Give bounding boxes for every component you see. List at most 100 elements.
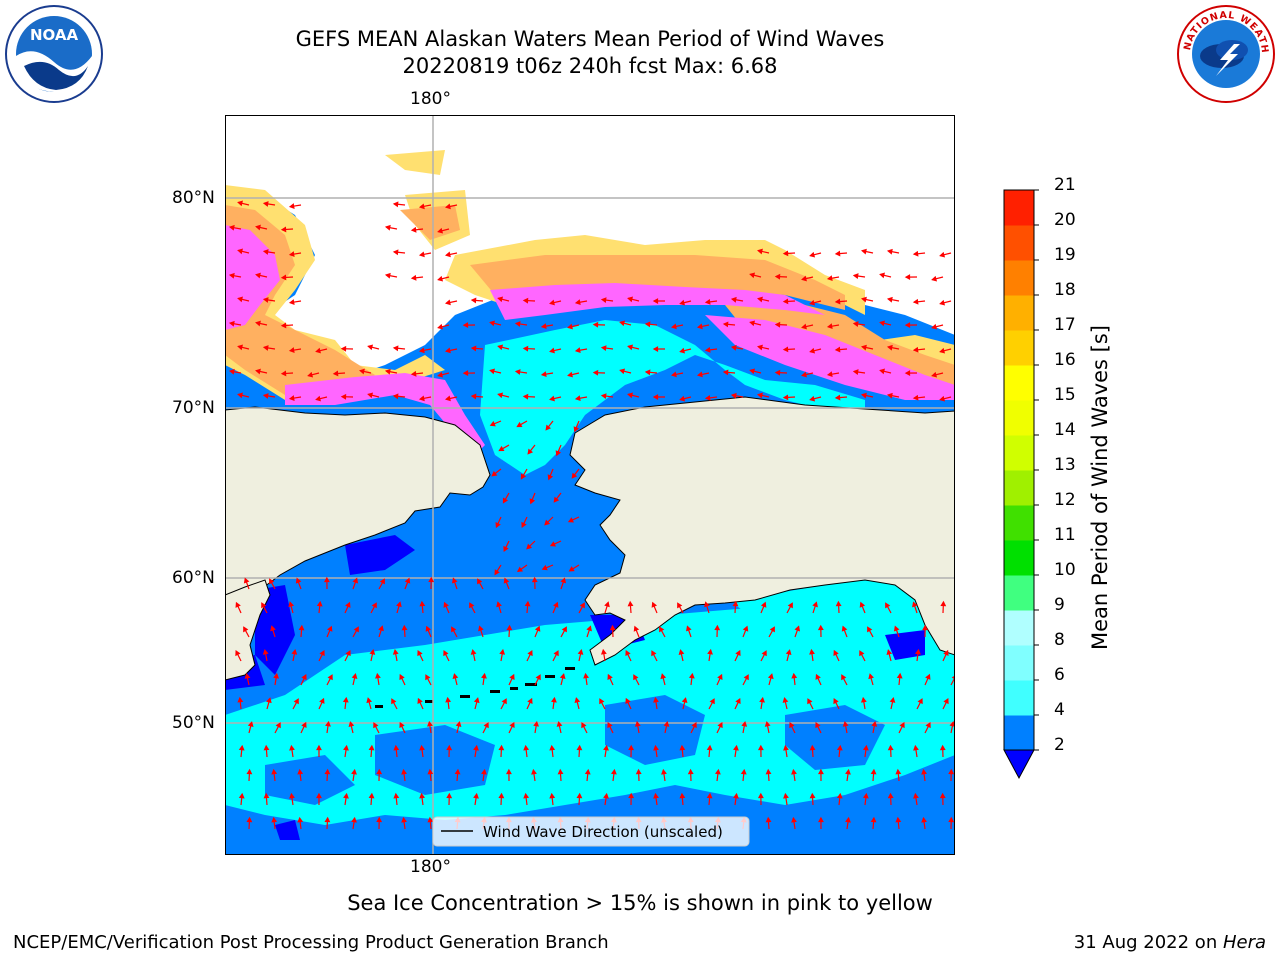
footer-machine: Hera — [1222, 932, 1266, 953]
wind-wave-arrowhead — [559, 673, 566, 680]
wind-wave-arrowhead — [679, 744, 686, 751]
wind-wave-arrowhead — [340, 345, 347, 352]
wave-period-2-4s-patches — [265, 695, 885, 805]
wind-wave-arrowhead — [494, 569, 500, 576]
wind-wave-arrowhead — [688, 672, 695, 679]
wind-wave-arrowhead — [535, 674, 541, 681]
wind-wave-arrowhead — [859, 650, 865, 657]
colorbar-band — [1004, 435, 1034, 471]
wind-wave-arrowhead — [801, 371, 807, 378]
wind-wave-arrowhead — [787, 602, 793, 609]
wind-wave-arrowhead — [324, 768, 331, 775]
wind-wave-arrowhead — [262, 201, 269, 207]
wind-wave-arrowhead — [437, 227, 444, 234]
wind-wave-arrowhead — [833, 697, 839, 705]
wind-wave-arrowhead — [809, 299, 816, 306]
wind-wave-arrowhead — [809, 792, 816, 799]
colorbar-band — [1004, 225, 1034, 261]
wind-wave-arrowhead — [939, 347, 946, 354]
wind-wave-arrowhead — [549, 792, 556, 799]
wind-wave-arrowhead — [579, 602, 585, 609]
wind-wave-arrowhead — [625, 649, 631, 657]
wind-wave-arrowhead — [399, 721, 405, 729]
wind-wave-arrowhead — [545, 424, 552, 431]
wind-wave-arrowhead — [288, 347, 295, 353]
wind-wave-arrowhead — [914, 648, 921, 655]
wind-wave-arrowhead — [496, 601, 502, 608]
wind-wave-arrowhead — [345, 650, 351, 657]
wind-wave-arrowhead — [757, 248, 763, 255]
wind-wave-arrowhead — [470, 297, 477, 304]
wind-wave-arrowhead — [861, 344, 867, 351]
lat-label-60: 60°N — [172, 568, 215, 588]
wind-wave-arrowhead — [948, 768, 955, 775]
wind-wave-arrowhead — [516, 421, 523, 428]
wind-wave-arrowhead — [740, 768, 747, 775]
wind-wave-arrowhead — [749, 272, 756, 279]
wind-wave-arrowhead — [765, 768, 772, 775]
wind-wave-arrowhead — [774, 321, 781, 328]
wind-wave-arrowhead — [367, 344, 374, 351]
wind-wave-arrowhead — [867, 626, 873, 633]
colorbar-tick-label: 14 — [1054, 420, 1076, 440]
wind-wave-arrowhead — [826, 371, 833, 378]
wind-wave-arrowhead — [266, 697, 272, 704]
wind-wave-arrowhead — [263, 792, 270, 799]
wind-wave-arrowhead — [573, 426, 580, 433]
wind-wave-arrowhead — [757, 296, 763, 303]
wind-wave-arrowhead — [904, 370, 911, 377]
wind-wave-arrowhead — [574, 347, 581, 354]
wind-wave-arrowhead — [826, 323, 833, 330]
chart-subtitle: 20220819 t06z 240h fcst Max: 6.68 — [402, 54, 778, 78]
wind-wave-arrowhead — [345, 601, 351, 608]
wind-wave-arrowhead — [352, 577, 359, 584]
wind-wave-arrowhead — [677, 602, 683, 609]
wind-wave-arrowhead — [859, 601, 866, 608]
wind-wave-arrowhead — [520, 473, 527, 480]
wind-wave-arrowhead — [246, 816, 253, 823]
wind-wave-arrowhead — [359, 368, 365, 375]
wind-wave-arrowhead — [931, 323, 938, 330]
wind-wave-arrowhead — [912, 601, 918, 608]
lat-label-50: 50°N — [172, 713, 215, 733]
wind-wave-arrowhead — [332, 370, 339, 377]
wind-wave-arrowhead — [262, 297, 269, 303]
wind-wave-arrowhead — [707, 648, 713, 655]
wind-wave-arrowhead — [238, 792, 245, 799]
wind-wave-arrowhead — [670, 371, 677, 378]
wind-wave-arrowhead — [782, 298, 789, 305]
wind-wave-arrowhead — [917, 698, 923, 705]
wind-wave-arrowhead — [557, 768, 564, 775]
wind-wave-arrowhead — [237, 200, 243, 207]
wind-wave-arrowhead — [297, 816, 304, 823]
wind-wave-arrowhead — [410, 226, 417, 233]
wind-wave-arrowhead — [696, 323, 703, 330]
wind-wave-arrowhead — [280, 274, 287, 281]
wind-wave-arrowhead — [255, 224, 261, 231]
wind-wave-arrowhead — [607, 721, 613, 729]
wind-wave-arrowhead — [567, 371, 573, 378]
colorbar-band — [1004, 330, 1034, 366]
wind-wave-arrowhead — [237, 248, 243, 255]
wind-wave-arrowhead — [633, 674, 639, 681]
wind-wave-arrowhead — [369, 648, 376, 655]
wind-wave-arrowhead — [533, 720, 540, 727]
wind-wave-arrowhead — [807, 698, 813, 705]
wind-wave-arrowhead — [733, 792, 739, 799]
wind-wave-arrowhead — [470, 345, 477, 352]
colorbar-tick-label: 18 — [1054, 280, 1076, 300]
colorbar-band — [1004, 295, 1034, 331]
wind-wave-arrowhead — [396, 601, 402, 608]
wind-wave-arrowhead — [503, 577, 510, 584]
wind-wave-arrowhead — [443, 650, 449, 657]
wind-wave-arrowhead — [295, 577, 302, 584]
wind-wave-arrowhead — [526, 543, 533, 550]
wind-wave-arrowhead — [549, 744, 556, 751]
wind-wave-arrowhead — [939, 395, 946, 402]
colorbar-band — [1004, 505, 1034, 541]
wind-wave-arrowhead — [896, 672, 903, 679]
colorbar-band — [1004, 400, 1034, 436]
wind-wave-arrowhead — [879, 272, 885, 279]
wind-wave-arrowhead — [604, 601, 610, 608]
wind-wave-arrowhead — [255, 320, 261, 327]
